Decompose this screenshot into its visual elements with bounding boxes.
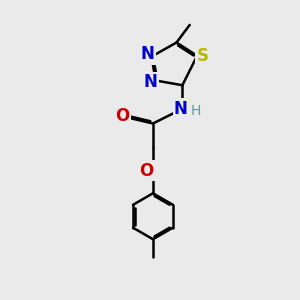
Text: N: N — [141, 45, 154, 63]
Text: H: H — [190, 104, 201, 118]
Text: S: S — [196, 47, 208, 65]
Text: N: N — [144, 73, 158, 91]
Text: O: O — [139, 162, 154, 180]
Text: O: O — [116, 107, 130, 125]
Text: N: N — [174, 100, 188, 118]
